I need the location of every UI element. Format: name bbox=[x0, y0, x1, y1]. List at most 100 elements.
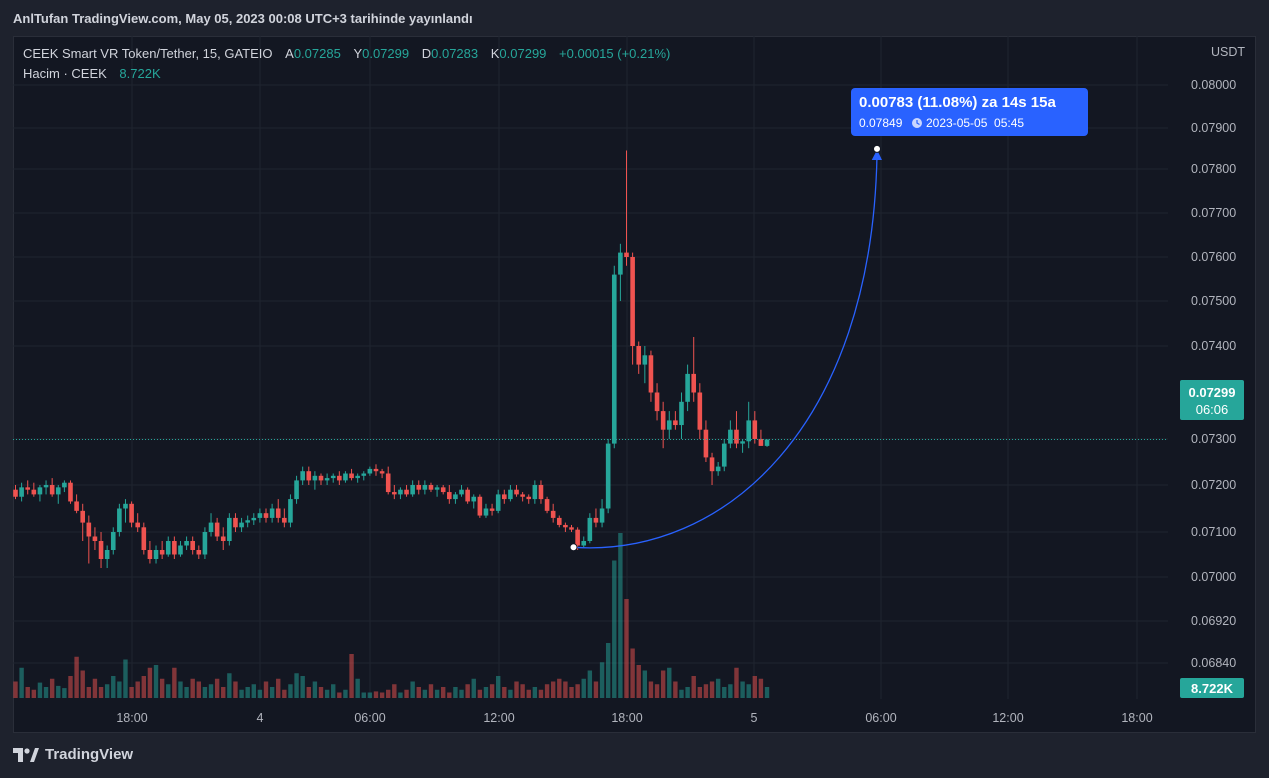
bar-countdown: 06:06 bbox=[1196, 402, 1229, 417]
volume-bar bbox=[422, 689, 428, 698]
volume-bar bbox=[471, 678, 476, 698]
candle-body bbox=[618, 252, 623, 275]
candle-body bbox=[581, 541, 587, 546]
volume-bar bbox=[263, 681, 269, 698]
price-tick: 0.07800 bbox=[1191, 162, 1236, 176]
time-tick: 06:00 bbox=[354, 711, 385, 725]
candle-body bbox=[147, 550, 153, 559]
candle-body bbox=[654, 392, 660, 412]
volume-bar bbox=[141, 676, 147, 698]
price-axis[interactable]: USDT 0.08000 0.07900 0.07800 0.07700 0.07600… bbox=[1191, 45, 1245, 670]
volume-bar bbox=[722, 687, 727, 698]
measure-start-point[interactable] bbox=[569, 543, 578, 552]
tradingview-logo-icon bbox=[13, 747, 39, 762]
volume-bar bbox=[282, 689, 287, 698]
candle-body bbox=[385, 473, 391, 493]
volume-bar bbox=[434, 689, 440, 698]
price-tick: 0.06920 bbox=[1191, 614, 1236, 628]
volume-bar bbox=[569, 687, 574, 698]
candle-body bbox=[673, 420, 678, 426]
candle-body bbox=[447, 492, 452, 500]
candle-body bbox=[532, 485, 538, 500]
price-tick: 0.07000 bbox=[1191, 570, 1236, 584]
volume-bar bbox=[74, 656, 79, 698]
brand-name[interactable]: TradingView bbox=[45, 746, 134, 763]
volume-bar bbox=[337, 692, 342, 698]
volume-bar bbox=[31, 689, 37, 698]
volume-bar bbox=[508, 689, 513, 698]
close-label: K bbox=[490, 46, 500, 61]
volume-bar bbox=[520, 684, 525, 698]
volume-bar bbox=[648, 681, 654, 698]
volume-bar bbox=[318, 687, 324, 698]
volume-bar bbox=[679, 689, 684, 698]
volume-title[interactable]: Hacim · CEEK bbox=[23, 66, 107, 81]
candle-body bbox=[508, 489, 513, 500]
candle-body bbox=[86, 522, 92, 537]
volume-bar bbox=[13, 681, 18, 698]
candle-body bbox=[196, 550, 202, 555]
candle-body bbox=[330, 475, 336, 479]
volume-bar bbox=[715, 678, 721, 698]
candle-body bbox=[141, 527, 147, 550]
volume-bar bbox=[734, 667, 739, 698]
volume-value: 8.722K bbox=[1191, 681, 1234, 696]
volume-bar bbox=[477, 689, 483, 698]
volume-row: Hacim · CEEK 8.722K bbox=[23, 64, 670, 84]
volume-bar bbox=[465, 684, 470, 698]
candle-body bbox=[575, 529, 580, 546]
chart-frame[interactable] bbox=[13, 36, 1256, 733]
volume-bar bbox=[104, 684, 110, 698]
measure-target-time: 2023-05-05 05:45 bbox=[926, 116, 1024, 130]
measure-arc bbox=[573, 149, 883, 549]
candle-body bbox=[13, 489, 18, 497]
candle-body bbox=[117, 508, 122, 532]
volume-bar bbox=[495, 676, 501, 698]
candle-body bbox=[80, 510, 86, 523]
candle-body bbox=[367, 468, 373, 474]
candle-body bbox=[129, 503, 134, 523]
candle-body bbox=[37, 487, 43, 495]
time-axis[interactable]: 18:00 4 06:00 12:00 18:00 5 06:00 12:00 18:00 bbox=[116, 711, 1152, 725]
candle-body bbox=[49, 485, 55, 495]
candle-body bbox=[550, 510, 556, 518]
high-label: Y bbox=[353, 46, 363, 61]
volume-bar bbox=[208, 684, 214, 698]
candle-body bbox=[208, 522, 214, 532]
price-chart[interactable]: USDT 0.08000 0.07900 0.07800 0.07700 0.07600… bbox=[13, 36, 1256, 733]
volume-bar bbox=[80, 670, 85, 698]
volume-bar bbox=[483, 687, 489, 698]
candle-body bbox=[465, 489, 470, 502]
candle-body bbox=[257, 513, 263, 518]
volume-bar bbox=[752, 676, 758, 698]
volume-bar bbox=[728, 684, 733, 698]
candle-body bbox=[514, 489, 519, 495]
candle-body bbox=[440, 487, 446, 493]
volume-bar bbox=[502, 687, 507, 698]
volume-bar bbox=[691, 676, 696, 698]
candle-body bbox=[373, 468, 379, 472]
candle-body bbox=[642, 355, 648, 365]
volume-bar bbox=[288, 684, 293, 698]
volume-bar bbox=[410, 681, 415, 698]
candle-body bbox=[233, 517, 238, 528]
volume-bar bbox=[123, 659, 128, 698]
high-value: 0.07299 bbox=[362, 46, 410, 61]
ohlc-row: CEEK Smart VR Token/Tether, 15, GATEIO A… bbox=[23, 44, 670, 64]
candle-body bbox=[459, 489, 464, 495]
volume-bar bbox=[239, 689, 244, 698]
candle-body bbox=[563, 524, 568, 528]
price-tick: 0.08000 bbox=[1191, 78, 1236, 92]
symbol-name[interactable]: CEEK Smart VR Token/Tether, 15, GATEIO bbox=[23, 46, 273, 61]
volume-bar bbox=[312, 681, 318, 698]
measure-end-point[interactable] bbox=[873, 144, 881, 153]
volume-bar bbox=[25, 687, 30, 698]
candle-body bbox=[55, 487, 61, 495]
candle-body bbox=[728, 429, 733, 444]
time-tick: 5 bbox=[751, 711, 758, 725]
candle-body bbox=[624, 252, 629, 257]
candle-body bbox=[178, 545, 183, 555]
candle-body bbox=[288, 499, 293, 523]
measure-label[interactable]: 0.00783 (11.08%) za 14s 15a 0.07849 2023… bbox=[851, 88, 1088, 136]
volume-bar bbox=[587, 670, 593, 698]
